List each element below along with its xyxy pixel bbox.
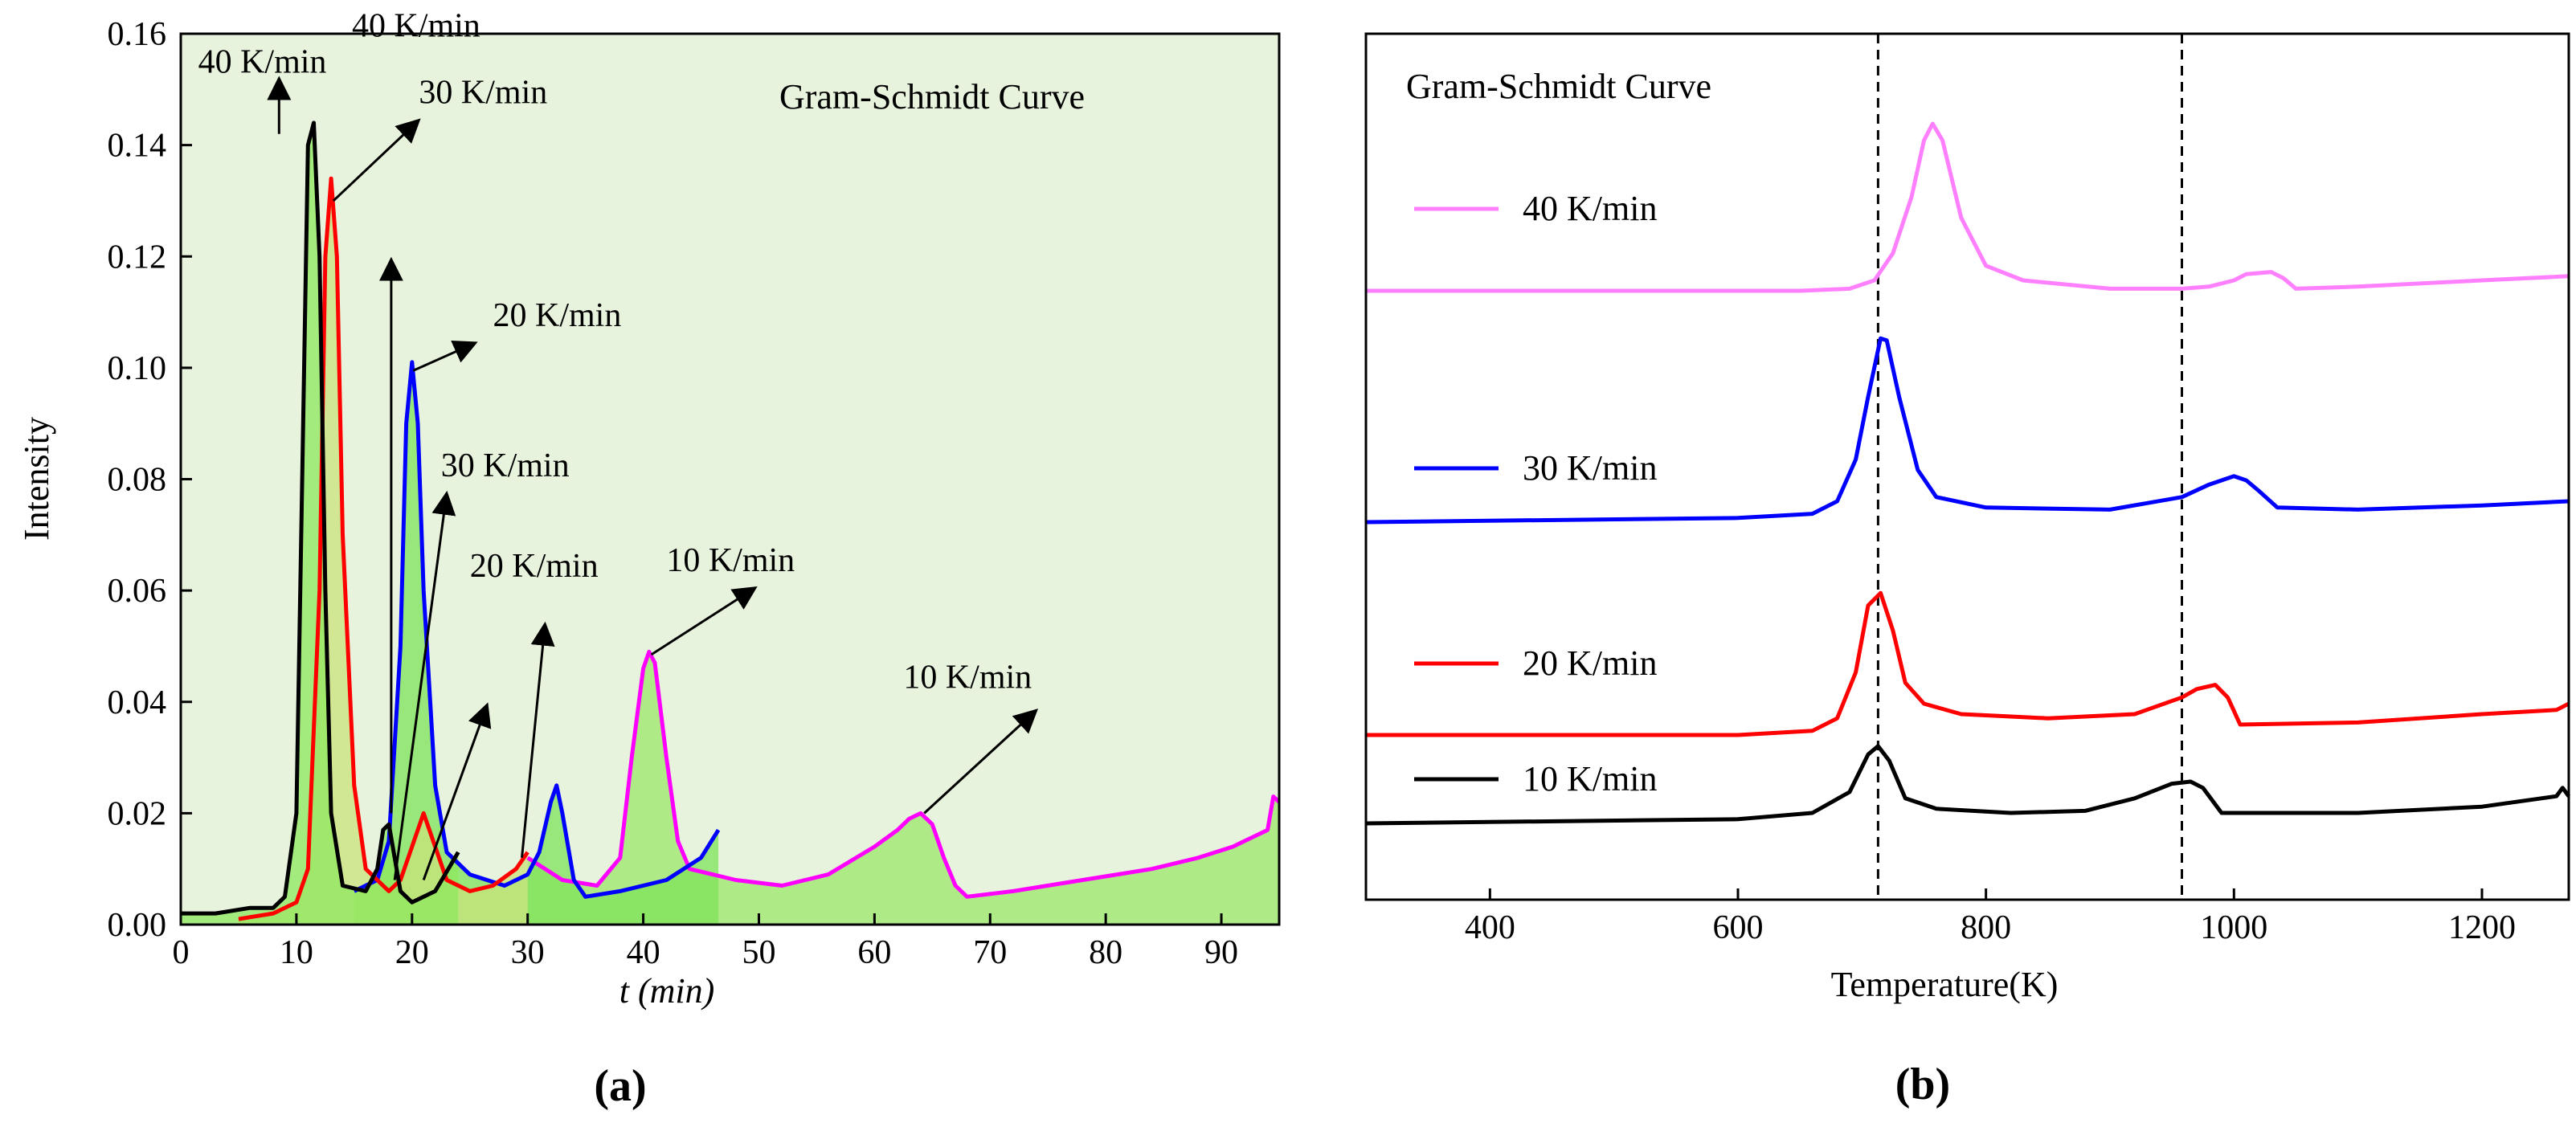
series-line-30-k-min [238, 176, 530, 921]
annotation-label: 40 K/min [198, 44, 327, 81]
panel-b-reference-lines [1876, 34, 2183, 900]
panel-a-x-axis-label: t (min) [619, 971, 715, 1011]
panel-a-caption: (a) [594, 1061, 646, 1111]
x-tick-label: 1200 [2448, 909, 2516, 946]
panel-a-arrows [267, 76, 1039, 881]
x-tick-label: 10 [280, 934, 313, 971]
series-line-10-k-min [1365, 744, 2571, 826]
y-tick-label: 0.06 [108, 573, 167, 610]
annotation-arrow [412, 340, 478, 372]
annotation-arrow [332, 118, 421, 202]
y-tick-label: 0.08 [108, 462, 167, 499]
y-tick-label: 0.10 [108, 350, 167, 387]
x-tick-label: 50 [742, 934, 775, 971]
x-tick-label: 80 [1089, 934, 1122, 971]
panel-b-x-axis-label: Temperature(K) [1831, 965, 2059, 1004]
annotation-label: 10 K/min [903, 659, 1032, 696]
annotation-arrow [520, 621, 555, 858]
y-tick-label: 0.00 [108, 907, 167, 944]
y-tick-label: 0.14 [108, 128, 167, 165]
legend-label-10-k-min: 10 K/min [1523, 759, 1657, 798]
legend-label-40-k-min: 40 K/min [1523, 189, 1657, 228]
annotation-arrow [393, 490, 456, 880]
annotation-label: 20 K/min [470, 548, 599, 585]
panel-b-lines [1365, 121, 2571, 826]
series-line-40-k-min [181, 120, 460, 916]
panel-a-ticks: 0 10 20 30 40 50 60 70 80 90 0.00 0.02 0.04 0.06 0.08 0… [108, 16, 1239, 971]
y-tick-label: 0.04 [108, 684, 167, 721]
y-tick-label: 0.02 [108, 795, 167, 832]
panel-a-annotations: 40 K/min 30 K/min 40 K/min 20 K/min 30 K/min… [198, 7, 1032, 696]
series-line-40-k-min [1366, 121, 2570, 293]
x-tick-label: 90 [1204, 934, 1238, 971]
panel-b-chart: 400 600 800 1000 1200 40 K/min 30 K/min 20 K/m… [1364, 32, 2571, 1109]
legend-label-30-k-min: 30 K/min [1523, 448, 1657, 488]
series-line-20-k-min [1366, 590, 2570, 737]
annotation-arrow [650, 586, 758, 656]
annotation-label: 30 K/min [441, 447, 570, 484]
y-tick-label: 0.16 [108, 16, 167, 53]
panel-b-frame [1364, 32, 2570, 901]
x-tick-label: 40 [627, 934, 660, 971]
x-tick-label: 0 [173, 934, 190, 971]
panel-b-title: Gram-Schmidt Curve [1406, 67, 1711, 106]
legend-label-20-k-min: 20 K/min [1523, 643, 1657, 683]
annotation-label: 10 K/min [666, 542, 795, 579]
x-tick-label: 1000 [2200, 909, 2267, 946]
annotation-label: 40 K/min [352, 7, 480, 44]
panel-a-plot-background [181, 34, 1279, 925]
series-line-30-k-min [1365, 336, 2570, 525]
x-tick-label: 400 [1465, 909, 1515, 946]
y-tick-label: 0.12 [108, 239, 167, 276]
x-tick-label: 20 [395, 934, 429, 971]
annotation-label: 20 K/min [493, 297, 622, 334]
x-tick-label: 30 [511, 934, 545, 971]
x-tick-label: 800 [1961, 909, 2011, 946]
x-tick-label: 600 [1712, 909, 1763, 946]
panel-a-lines [181, 120, 1281, 921]
annotation-label: 30 K/min [419, 75, 547, 112]
x-tick-label: 70 [973, 934, 1007, 971]
annotation-arrow [923, 709, 1039, 815]
panel-b-caption: (b) [1895, 1060, 1950, 1109]
panel-b-legend: 40 K/min 30 K/min 20 K/min 10 K/min [1414, 189, 1657, 798]
panel-b-ticks: 400 600 800 1000 1200 [1465, 888, 2516, 946]
series-line-10-k-min [526, 649, 1281, 899]
series-line-20-k-min [353, 360, 721, 899]
panel-a-title: Gram-Schmidt Curve [779, 77, 1085, 116]
panel-a-y-axis-label: Intensity [17, 417, 56, 541]
annotation-arrow [422, 702, 492, 881]
x-tick-label: 60 [857, 934, 891, 971]
panel-a-chart: 0 10 20 30 40 50 60 70 80 90 0.00 0.02 0.04 0.06 0.08 0… [17, 7, 1281, 1111]
